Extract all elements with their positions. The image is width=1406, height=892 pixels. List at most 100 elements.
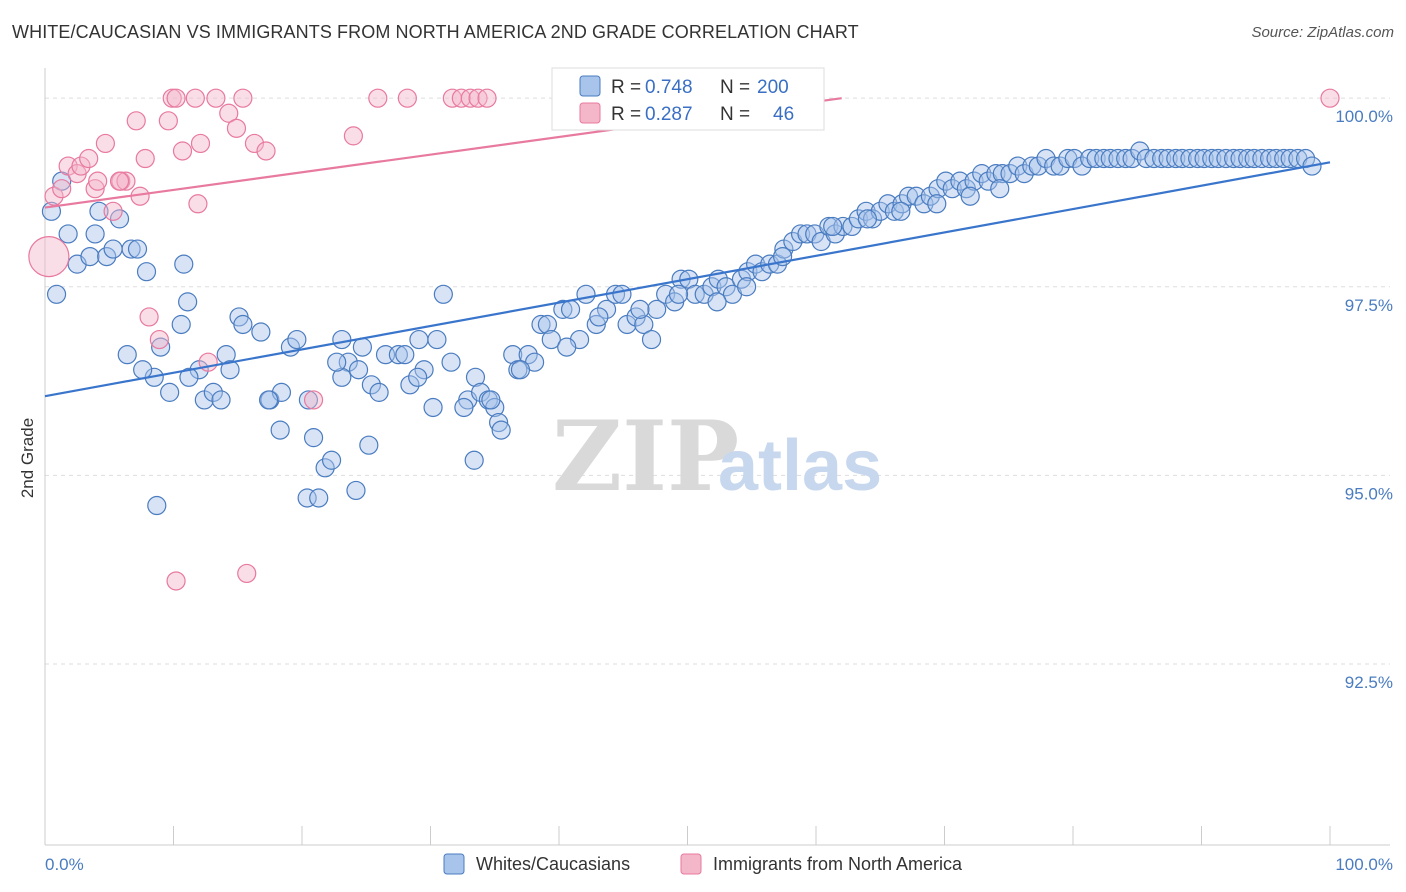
data-point-whites [906, 186, 926, 206]
bottom-legend: Whites/Caucasians Immigrants from North … [443, 853, 963, 875]
y-tick-label: 92.5% [1345, 673, 1393, 692]
data-point-whites [287, 329, 307, 350]
data-point-whites [702, 277, 722, 297]
data-point-immigrants [166, 88, 186, 108]
y-tick-label: 100.0% [1335, 107, 1393, 126]
data-point-immigrants [52, 179, 72, 199]
data-point-whites [1122, 148, 1142, 169]
data-point-whites [160, 382, 180, 402]
data-point-whites [471, 382, 491, 402]
data-point-whites [553, 299, 573, 319]
data-point-whites [359, 435, 379, 455]
data-point-whites [1274, 148, 1294, 169]
data-point-whites [825, 224, 845, 244]
data-point-whites [716, 277, 736, 297]
series-whites-caucasians [41, 141, 1322, 516]
data-point-whites [541, 329, 561, 350]
data-point-whites [630, 299, 650, 319]
data-point-whites [178, 292, 198, 312]
data-point-whites [1188, 148, 1208, 169]
data-point-whites [737, 277, 757, 297]
legend-box: R = 0.748 N = 200 R = 0.287 N = 46 [551, 67, 825, 131]
data-point-whites [842, 216, 862, 237]
data-point-whites [491, 420, 511, 440]
legend-r-value-pink: 0.287 [645, 104, 693, 125]
data-point-whites [464, 450, 484, 470]
data-point-immigrants [185, 88, 205, 108]
data-point-whites [986, 164, 1006, 184]
data-point-whites [58, 224, 78, 244]
data-point-whites [174, 254, 194, 274]
watermark: ZIP atlas [552, 400, 882, 513]
data-point-immigrants [85, 179, 105, 199]
data-point-whites [409, 329, 429, 350]
data-point-whites [315, 458, 335, 478]
data-point-whites [1108, 148, 1128, 169]
data-point-immigrants [95, 133, 115, 154]
data-point-whites [531, 314, 551, 335]
legend-swatch-pink [579, 102, 601, 124]
legend-swatch-blue [579, 75, 601, 97]
legend-r-label-pink: R = [611, 104, 641, 125]
data-point-whites [151, 337, 171, 357]
data-point-whites [321, 450, 342, 470]
data-point-whites [89, 201, 109, 221]
chart-source: Source: ZipAtlas.com [1251, 24, 1394, 41]
data-point-whites [298, 390, 319, 410]
data-point-whites [1028, 156, 1048, 176]
data-point-whites [369, 382, 389, 402]
data-point-whites [46, 284, 67, 304]
data-point-whites [171, 314, 191, 335]
data-point-whites [1208, 148, 1228, 169]
data-point-whites [1086, 148, 1106, 169]
data-point-whites [332, 367, 352, 387]
series-immigrants-north-america [28, 88, 1340, 591]
bottom-legend-label-blue: Whites/Caucasians [476, 854, 630, 874]
data-point-whites [433, 284, 453, 304]
y-tick-label: 97.5% [1345, 296, 1393, 315]
data-point-whites [557, 337, 577, 357]
data-point-whites [891, 201, 911, 221]
x-tick-label-max: 100.0% [1335, 855, 1393, 874]
data-point-whites [518, 345, 538, 365]
data-point-whites [441, 352, 461, 372]
bottom-legend-swatch-blue [443, 853, 465, 875]
data-point-whites [857, 209, 878, 229]
data-point-whites [211, 390, 231, 410]
data-point-whites [414, 360, 434, 380]
data-point-immigrants [135, 148, 155, 169]
data-point-whites [1100, 148, 1120, 169]
trend-line-whites [44, 161, 1331, 398]
data-point-immigrants [28, 235, 70, 278]
data-point-whites [1064, 148, 1084, 169]
y-tick-labels: 100.0% 97.5% 95.0% 92.5% [1335, 107, 1393, 692]
data-point-immigrants [166, 571, 186, 591]
data-point-whites [1136, 148, 1156, 169]
data-point-whites [668, 284, 689, 304]
watermark-zip: ZIP [552, 400, 739, 513]
data-point-whites [950, 171, 970, 191]
data-point-whites [97, 246, 117, 267]
data-point-whites [707, 292, 727, 312]
data-point-whites [270, 420, 290, 440]
data-point-immigrants [206, 88, 226, 108]
data-point-immigrants [233, 88, 253, 108]
data-point-whites [481, 390, 501, 410]
data-point-whites [1266, 148, 1286, 169]
data-point-whites [1094, 148, 1114, 169]
data-point-whites [454, 397, 474, 418]
data-point-whites [117, 345, 137, 365]
data-point-immigrants [368, 88, 388, 108]
data-point-immigrants [244, 133, 265, 154]
data-point-whites [1252, 148, 1272, 169]
data-point-whites [972, 164, 992, 184]
data-point-whites [103, 239, 123, 259]
data-point-whites [1238, 148, 1258, 169]
data-point-whites [133, 360, 153, 380]
data-point-whites [361, 375, 381, 395]
data-point-whites [641, 329, 662, 350]
data-point-immigrants [226, 118, 247, 138]
data-point-whites [327, 352, 347, 372]
data-point-whites [960, 186, 980, 206]
